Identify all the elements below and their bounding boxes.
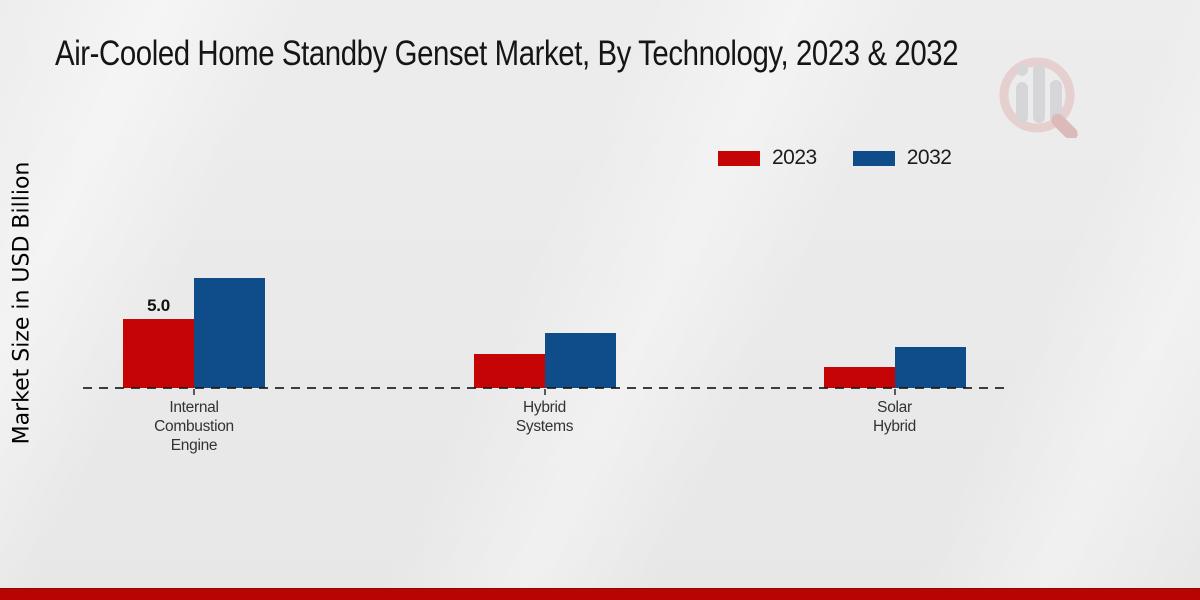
x-axis-tick (193, 389, 195, 395)
legend: 2023 2032 (718, 146, 952, 170)
value-label-2023-internal-combustion-engine: 5.0 (147, 296, 170, 315)
legend-item-2032: 2032 (852, 146, 952, 170)
category-label-line: Engine (170, 437, 218, 454)
footer-red-band (0, 588, 1200, 600)
bar-2023-internal-combustion-engine (123, 319, 194, 388)
x-axis-tick (893, 389, 896, 395)
category-label-line: Solar (877, 399, 912, 416)
legend-swatch-2023-icon (718, 150, 760, 166)
bar-2023-hybrid-systems (473, 353, 545, 388)
bar-2023-solar-hybrid (823, 367, 895, 388)
legend-label-2023: 2023 (772, 146, 817, 169)
category-label-line: Systems (515, 418, 574, 435)
category-label-line: Hybrid (873, 418, 916, 435)
category-label-solar-hybrid: Solar Hybrid (795, 398, 995, 436)
category-label-line: Internal (169, 399, 219, 416)
zero-baseline-dashed (83, 387, 1008, 389)
bar-2032-solar-hybrid (894, 346, 966, 388)
chart-title: Air-Cooled Home Standby Genset Market, B… (55, 34, 959, 73)
legend-label-2032: 2032 (906, 146, 952, 169)
legend-swatch-2032-icon (852, 150, 895, 166)
legend-item-2023: 2023 (718, 146, 817, 170)
x-axis-tick (543, 389, 546, 395)
bar-2032-internal-combustion-engine (194, 277, 265, 388)
category-label-line: Hybrid (523, 399, 566, 416)
category-label-internal-combustion-engine: Internal Combustion Engine (94, 398, 294, 455)
category-label-line: Combustion (154, 418, 234, 435)
category-label-hybrid-systems: Hybrid Systems (445, 398, 645, 436)
bar-2032-hybrid-systems (544, 332, 616, 388)
bar-chart-magnifier-logo-icon (999, 57, 1078, 138)
